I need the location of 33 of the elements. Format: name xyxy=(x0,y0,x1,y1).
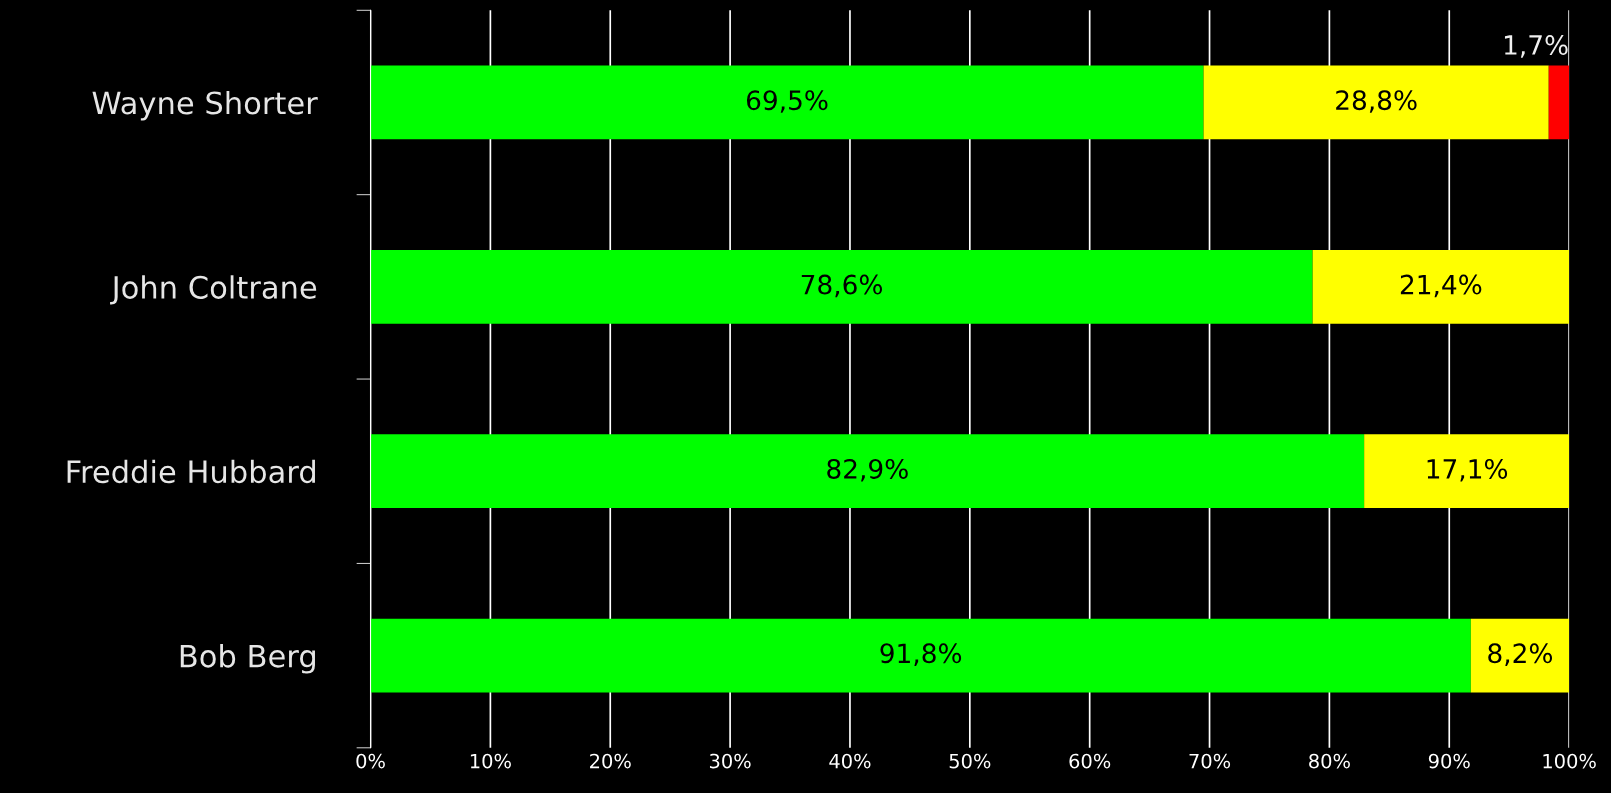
x-tick-label: 70% xyxy=(1189,753,1231,769)
data-label: 17,1% xyxy=(1427,458,1508,482)
data-label: 91,8% xyxy=(880,643,962,666)
x-tick-label: 40% xyxy=(829,753,871,769)
bar xyxy=(1364,434,1570,509)
data-label: 21,4% xyxy=(1400,274,1482,298)
y-tick-label: Freddie Hubbard xyxy=(67,459,315,484)
x-tick-label: 0% xyxy=(356,753,385,769)
y-tick-label: Wayne Shorter xyxy=(92,90,318,121)
bar xyxy=(1312,249,1570,324)
data-label: 82,9% xyxy=(827,458,908,482)
data-label: 1,7% xyxy=(1504,35,1568,58)
x-tick-label: 10% xyxy=(470,753,511,769)
data-label: 28,8% xyxy=(1336,90,1417,113)
x-tick-label: 100% xyxy=(1543,753,1596,769)
bar xyxy=(370,249,1313,324)
x-tick-label: 30% xyxy=(709,753,751,769)
bar xyxy=(370,618,1471,693)
x-tick-label: 90% xyxy=(1428,753,1470,769)
bar xyxy=(1203,65,1549,140)
data-label: 8,2% xyxy=(1488,643,1553,666)
bar xyxy=(370,65,1204,140)
x-tick-label: 80% xyxy=(1309,753,1350,769)
y-tick-label: Bob Berg xyxy=(180,644,315,674)
bar xyxy=(1548,65,1570,140)
y-tick-label: John Coltrane xyxy=(110,275,317,305)
x-tick-label: 50% xyxy=(949,753,991,769)
bar xyxy=(370,434,1365,509)
bar xyxy=(1470,618,1570,693)
data-label: 78,6% xyxy=(801,274,883,298)
data-label: 69,5% xyxy=(746,90,828,113)
x-tick-label: 20% xyxy=(590,753,631,769)
x-tick-label: 60% xyxy=(1069,753,1111,769)
